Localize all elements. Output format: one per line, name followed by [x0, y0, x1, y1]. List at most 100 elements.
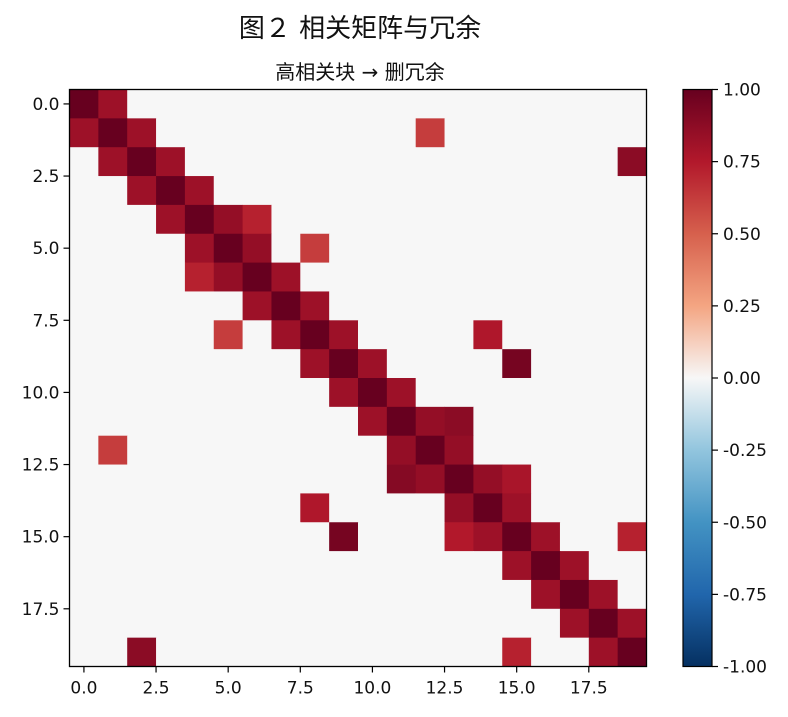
heatmap-cell [415, 579, 445, 610]
heatmap-cell [98, 176, 128, 206]
heatmap-cell [617, 406, 647, 437]
heatmap-cell [386, 435, 417, 465]
heatmap-cell [156, 147, 186, 177]
heatmap-cell [559, 551, 590, 581]
heatmap-cell [415, 406, 445, 437]
heatmap-cell [242, 291, 272, 321]
heatmap-cell [98, 608, 128, 639]
heatmap-cell [98, 349, 128, 379]
heatmap-cell [502, 551, 532, 581]
heatmap-cell [502, 349, 532, 379]
heatmap-cell [617, 493, 647, 523]
heatmap-cell [300, 176, 330, 206]
heatmap-cell [386, 233, 417, 263]
heatmap-cell [300, 349, 330, 379]
heatmap-cell [271, 147, 301, 177]
heatmap-cell [559, 291, 590, 321]
heatmap-cell [415, 291, 445, 321]
heatmap-cell [213, 349, 243, 379]
heatmap-cell [213, 608, 243, 639]
heatmap-cell [473, 522, 503, 552]
heatmap-cell [127, 147, 157, 177]
heatmap-cell [386, 637, 417, 667]
x-tick-label: 10.0 [353, 679, 391, 699]
heatmap-cell [415, 118, 445, 148]
heatmap-cell [531, 493, 561, 523]
heatmap-cell [386, 89, 417, 119]
heatmap-cell [502, 204, 532, 235]
heatmap-cell [98, 147, 128, 177]
heatmap-cell [473, 406, 503, 437]
heatmap-cell [69, 320, 99, 350]
heatmap-cell [559, 147, 590, 177]
heatmap-cell [358, 522, 388, 552]
heatmap-cell [156, 493, 186, 523]
heatmap-cell [184, 233, 215, 263]
heatmap-cell [444, 262, 474, 292]
y-tick-label: 12.5 [22, 456, 60, 476]
heatmap-cell [531, 147, 561, 177]
heatmap-cell [617, 378, 647, 408]
heatmap-cell [444, 493, 474, 523]
heatmap-cell [415, 176, 445, 206]
heatmap-cell [502, 608, 532, 639]
heatmap-cell [531, 579, 561, 610]
heatmap-cell [386, 204, 417, 235]
heatmap-cell [415, 493, 445, 523]
x-tick-label: 12.5 [426, 679, 464, 699]
heatmap-cell [358, 349, 388, 379]
heatmap-cell [69, 579, 99, 610]
heatmap-cell [98, 579, 128, 610]
heatmap-cell [444, 89, 474, 119]
heatmap-cell [386, 406, 417, 437]
heatmap-cell [473, 176, 503, 206]
heatmap-cell [300, 320, 330, 350]
heatmap-cell [588, 291, 619, 321]
heatmap-cell [617, 522, 647, 552]
heatmap-cell [473, 233, 503, 263]
heatmap-cell [358, 493, 388, 523]
heatmap-cell [271, 262, 301, 292]
heatmap-cell [358, 637, 388, 667]
heatmap-cell [184, 320, 215, 350]
heatmap-cell [69, 637, 99, 667]
y-tick-label: 15.0 [22, 528, 60, 548]
heatmap-cell [127, 637, 157, 667]
heatmap-cell [444, 204, 474, 235]
heatmap-cell [502, 291, 532, 321]
heatmap-cell [156, 349, 186, 379]
heatmap-cell [386, 464, 417, 494]
heatmap-cell [127, 320, 157, 350]
heatmap-cell [386, 176, 417, 206]
plot-frame [68, 88, 648, 668]
heatmap-cell [531, 551, 561, 581]
heatmap-cell [588, 435, 619, 465]
heatmap-cell [300, 147, 330, 177]
heatmap-cell [242, 608, 272, 639]
heatmap-cell [386, 493, 417, 523]
heatmap-cell [69, 464, 99, 494]
heatmap-cell [98, 89, 128, 119]
heatmap-cell [69, 349, 99, 379]
heatmap-cell [415, 320, 445, 350]
heatmap-cell [386, 320, 417, 350]
heatmap-cell [300, 522, 330, 552]
colorbar-tick-label: -1.00 [723, 658, 767, 678]
heatmap-cell [329, 349, 359, 379]
heatmap-cell [242, 262, 272, 292]
heatmap-cell [300, 378, 330, 408]
heatmap-cell [213, 89, 243, 119]
y-tick-label: 2.5 [32, 167, 59, 187]
heatmap-cell [386, 378, 417, 408]
heatmap-cell [184, 579, 215, 610]
heatmap-cell [588, 378, 619, 408]
heatmap-cell [386, 579, 417, 610]
heatmap-cell [531, 233, 561, 263]
heatmap-cell [127, 204, 157, 235]
heatmap-cell [69, 262, 99, 292]
heatmap-cell [329, 320, 359, 350]
colorbar-tick-label: 0.75 [723, 153, 761, 173]
y-tick-label: 10.0 [22, 383, 60, 403]
heatmap-cell [502, 176, 532, 206]
heatmap-cell [300, 89, 330, 119]
